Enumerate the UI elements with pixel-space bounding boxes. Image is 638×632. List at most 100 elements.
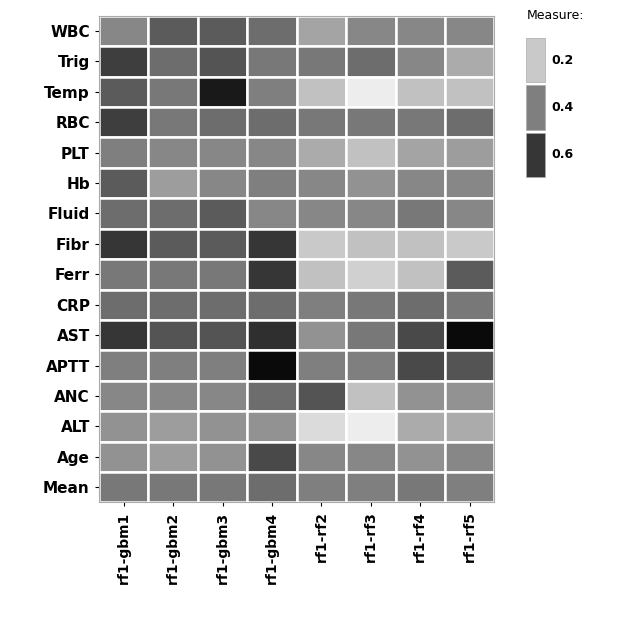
Bar <box>396 107 445 138</box>
Bar <box>99 259 148 289</box>
Bar <box>148 138 198 168</box>
Bar <box>148 168 198 198</box>
Bar <box>248 472 297 502</box>
Bar <box>248 229 297 259</box>
Bar <box>248 442 297 472</box>
Bar <box>445 472 494 502</box>
Bar <box>248 289 297 320</box>
Bar <box>445 320 494 350</box>
Bar <box>198 168 247 198</box>
Bar <box>248 76 297 107</box>
Bar <box>198 320 247 350</box>
Bar <box>198 16 247 46</box>
Bar <box>445 350 494 380</box>
Bar <box>445 76 494 107</box>
Bar <box>99 107 148 138</box>
Bar <box>346 138 396 168</box>
Bar <box>297 107 346 138</box>
Bar <box>198 472 247 502</box>
Bar <box>297 472 346 502</box>
Bar <box>248 46 297 76</box>
Bar <box>445 198 494 229</box>
Text: 0.6: 0.6 <box>552 149 574 161</box>
Bar <box>297 229 346 259</box>
Bar <box>445 107 494 138</box>
Bar <box>297 350 346 380</box>
Bar <box>99 442 148 472</box>
Bar <box>297 138 346 168</box>
Bar <box>297 411 346 442</box>
Bar <box>148 107 198 138</box>
Bar <box>346 229 396 259</box>
Bar <box>396 16 445 46</box>
Bar <box>198 289 247 320</box>
Bar <box>148 46 198 76</box>
Bar <box>445 46 494 76</box>
Bar <box>148 289 198 320</box>
Bar <box>346 16 396 46</box>
Bar <box>198 229 247 259</box>
Bar <box>445 289 494 320</box>
Bar <box>148 76 198 107</box>
Bar <box>198 107 247 138</box>
Bar <box>99 168 148 198</box>
Bar <box>396 229 445 259</box>
Bar <box>346 350 396 380</box>
Bar <box>198 259 247 289</box>
Bar <box>445 442 494 472</box>
Bar <box>346 380 396 411</box>
Bar <box>198 350 247 380</box>
Bar <box>346 46 396 76</box>
Bar <box>396 46 445 76</box>
Bar <box>445 411 494 442</box>
Bar <box>526 38 545 82</box>
Bar <box>346 289 396 320</box>
Bar <box>346 107 396 138</box>
Text: Measure:: Measure: <box>526 9 584 22</box>
Bar <box>297 76 346 107</box>
Bar <box>148 16 198 46</box>
Bar <box>346 168 396 198</box>
Bar <box>99 320 148 350</box>
Bar <box>198 411 247 442</box>
Bar <box>297 320 346 350</box>
Bar <box>396 138 445 168</box>
Bar <box>148 320 198 350</box>
Bar <box>248 320 297 350</box>
Bar <box>148 380 198 411</box>
Bar <box>445 138 494 168</box>
Text: 0.2: 0.2 <box>552 54 574 66</box>
Bar <box>396 350 445 380</box>
Bar <box>248 411 297 442</box>
Bar <box>198 46 247 76</box>
Bar <box>526 133 545 177</box>
Bar <box>148 229 198 259</box>
Bar <box>99 289 148 320</box>
Bar <box>148 411 198 442</box>
Bar <box>297 259 346 289</box>
Bar <box>297 16 346 46</box>
Bar <box>445 168 494 198</box>
Bar <box>346 442 396 472</box>
Bar <box>346 76 396 107</box>
Bar <box>346 259 396 289</box>
Bar <box>297 380 346 411</box>
Bar <box>248 138 297 168</box>
Bar <box>99 46 148 76</box>
Bar <box>248 16 297 46</box>
Bar <box>99 138 148 168</box>
Bar <box>99 229 148 259</box>
Bar <box>526 85 545 130</box>
Bar <box>248 107 297 138</box>
Bar <box>248 380 297 411</box>
Bar <box>198 198 247 229</box>
Bar <box>396 380 445 411</box>
Bar <box>396 472 445 502</box>
Bar <box>99 76 148 107</box>
Bar <box>248 198 297 229</box>
Bar <box>99 350 148 380</box>
Bar <box>99 472 148 502</box>
Bar <box>248 259 297 289</box>
Bar <box>346 198 396 229</box>
Bar <box>248 350 297 380</box>
